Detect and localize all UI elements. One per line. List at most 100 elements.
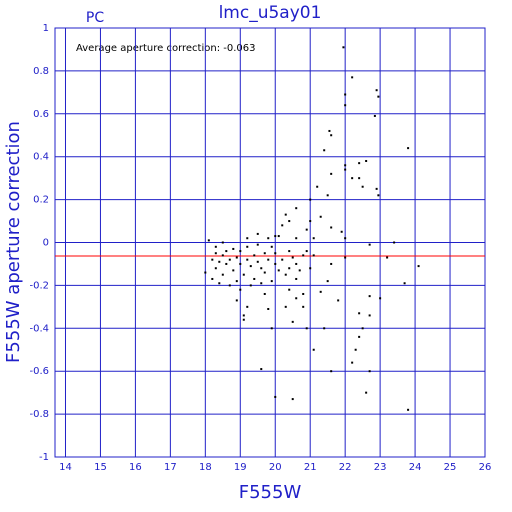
point (344, 168, 347, 171)
point (326, 280, 329, 283)
point (267, 237, 270, 240)
y-axis-label: F555W aperture correction (3, 121, 24, 363)
point (235, 280, 238, 283)
y-tick-label: -0.2 (29, 280, 49, 291)
y-tick-label: 1 (43, 23, 49, 34)
point (330, 370, 333, 373)
point (242, 318, 245, 321)
point (305, 250, 308, 253)
point (417, 265, 420, 268)
point (267, 307, 270, 310)
point (351, 177, 354, 180)
point (221, 241, 224, 244)
y-tick-label: 0 (43, 238, 49, 249)
point (263, 252, 266, 255)
point (232, 269, 235, 272)
point (274, 395, 277, 398)
point (239, 250, 242, 253)
point (302, 292, 305, 295)
y-tick-label: 0.8 (33, 66, 49, 77)
x-tick-label: 17 (164, 462, 177, 473)
point (274, 262, 277, 265)
point (270, 327, 273, 330)
point (260, 267, 263, 270)
point (274, 252, 277, 255)
point (358, 177, 361, 180)
point (274, 235, 277, 238)
point (309, 267, 312, 270)
point (330, 172, 333, 175)
point (368, 370, 371, 373)
point (305, 228, 308, 231)
point (302, 254, 305, 257)
point (211, 258, 214, 261)
point (246, 258, 249, 261)
point (309, 220, 312, 223)
point (368, 243, 371, 246)
point (309, 198, 312, 201)
point (344, 164, 347, 167)
point (239, 262, 242, 265)
point (249, 265, 252, 268)
point (326, 194, 329, 197)
point (342, 46, 345, 49)
point (340, 230, 343, 233)
point (246, 245, 249, 248)
point (225, 262, 228, 265)
point (312, 348, 315, 351)
point (319, 215, 322, 218)
point (263, 271, 266, 274)
point (291, 320, 294, 323)
x-tick-label: 16 (129, 462, 142, 473)
point (288, 220, 291, 223)
point (281, 224, 284, 227)
point (344, 256, 347, 259)
point (281, 258, 284, 261)
point (330, 262, 333, 265)
point (295, 277, 298, 280)
point (204, 271, 207, 274)
point (260, 368, 263, 371)
point (256, 232, 259, 235)
point (365, 391, 368, 394)
point (377, 95, 380, 98)
point (277, 235, 280, 238)
point (228, 258, 231, 261)
point (288, 288, 291, 291)
point (288, 267, 291, 270)
point (368, 314, 371, 317)
point (323, 327, 326, 330)
point (242, 314, 245, 317)
point (267, 258, 270, 261)
x-tick-label: 24 (409, 462, 422, 473)
x-tick-label: 14 (59, 462, 72, 473)
point (260, 282, 263, 285)
point (358, 162, 361, 165)
point (330, 134, 333, 137)
point (330, 226, 333, 229)
point (218, 260, 221, 263)
point (270, 245, 273, 248)
point (344, 237, 347, 240)
point (365, 159, 368, 162)
point (361, 185, 364, 188)
point (232, 247, 235, 250)
point (358, 335, 361, 338)
point (284, 273, 287, 276)
point (246, 305, 249, 308)
point (214, 245, 217, 248)
point (284, 213, 287, 216)
x-tick-label: 18 (199, 462, 212, 473)
point (298, 269, 301, 272)
y-tick-label: 0.6 (33, 109, 49, 120)
y-tick-label: -0.8 (29, 409, 49, 420)
point (253, 254, 256, 257)
point (377, 194, 380, 197)
point (249, 284, 252, 287)
point (284, 305, 287, 308)
point (242, 273, 245, 276)
annotation: Average aperture correction: -0.063 (76, 43, 256, 54)
point (295, 297, 298, 300)
point (407, 147, 410, 150)
point (354, 348, 357, 351)
